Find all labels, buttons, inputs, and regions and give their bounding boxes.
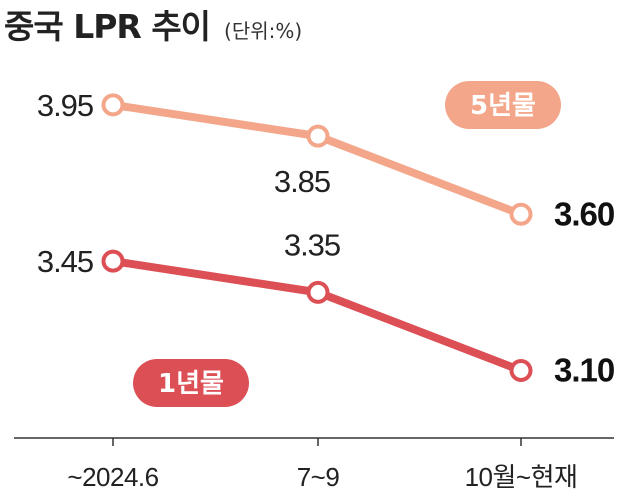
data-label: 3.95 [37,88,93,123]
data-label: 3.45 [37,244,93,279]
x-tick-label: ~2024.6 [67,462,158,492]
data-point [306,124,330,148]
data-label: 3.60 [554,195,614,232]
data-label: 3.85 [274,164,330,199]
data-point [509,359,533,382]
unit-label: (단위:%) [224,19,303,43]
x-tick-label: 10월~현재 [465,462,578,492]
series-line [109,257,525,375]
data-point [306,280,330,304]
legend-badge-5yr: 5년물 [445,81,561,129]
legend-label: 1년물 [158,369,224,399]
series-5yr: 3.95 3.85 3.60 [37,88,615,232]
legend-pill [133,359,249,407]
x-tick-label: 7~9 [297,462,340,492]
legend-label: 5년물 [470,91,536,121]
data-label: 3.35 [284,227,340,262]
data-label: 3.10 [554,352,614,389]
chart-header: 중국 LPR 추이 (단위:%) [4,0,302,46]
data-point [101,93,125,117]
data-point [101,249,125,273]
data-point [509,202,533,226]
chart-title: 중국 LPR 추이 [4,7,211,46]
legend-badge-1yr: 1년물 [133,359,249,407]
legend-pill [445,81,561,129]
series-1yr: 3.45 3.35 3.10 [37,227,615,389]
